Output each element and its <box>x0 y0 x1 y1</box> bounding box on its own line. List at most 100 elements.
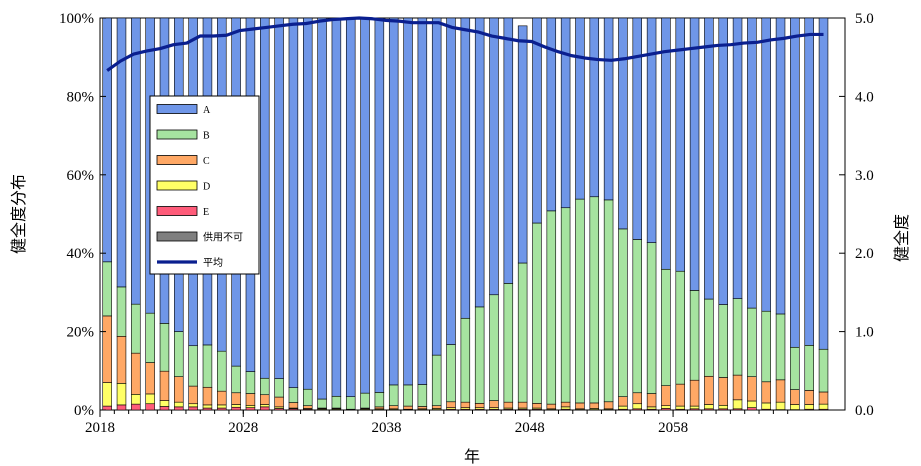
bar-segment-D <box>188 403 198 408</box>
bar-segment-C <box>818 391 829 405</box>
bar-segment-C <box>589 402 600 409</box>
bar-segment-E <box>116 404 127 411</box>
bar-segment-D <box>560 406 571 410</box>
bar-segment-C <box>489 400 499 408</box>
bar-segment-C <box>145 362 155 395</box>
average-line-layer <box>106 16 824 72</box>
legend-label: E <box>203 207 209 218</box>
bar-segment-A <box>503 17 514 284</box>
legend-label: 平均 <box>203 257 223 269</box>
legend-swatch <box>156 129 198 140</box>
bar-segment-B <box>589 196 600 404</box>
bar-segment-B <box>661 268 671 386</box>
bar-segment-D <box>818 403 829 410</box>
bar-segment-A <box>403 17 413 386</box>
bar-segment-C <box>460 401 471 408</box>
bar-segment-C <box>603 401 614 410</box>
bar-segment-A <box>689 17 700 291</box>
bar-segment-D <box>804 404 814 410</box>
bar-segment-C <box>403 405 413 410</box>
bar-segment-A <box>417 17 428 385</box>
bar-segment-B <box>532 222 542 404</box>
bar-segment-E <box>159 406 170 411</box>
bar-segment-A <box>102 17 112 263</box>
bar-segment-A <box>747 17 757 309</box>
y-tick-label: 0% <box>74 403 94 419</box>
bar-segment-D <box>174 401 184 408</box>
bar-segment-C <box>761 381 771 404</box>
bar-segment-C <box>202 386 213 406</box>
bar-segment-C <box>446 401 456 408</box>
bar-segment-D <box>732 399 743 410</box>
bar-segment-B <box>145 312 155 363</box>
legend-label: D <box>203 182 210 193</box>
bar-segment-E <box>260 406 270 411</box>
bar-segment-E <box>102 405 112 411</box>
y-axis-title: 健全度分布 <box>10 174 28 254</box>
bar-segment-C <box>302 405 313 409</box>
bar-segment-A <box>331 17 342 397</box>
bar-segment-A <box>116 17 127 288</box>
bar-segment-A <box>431 17 442 356</box>
bar-segment-A <box>489 17 499 296</box>
bar-segment-C <box>131 352 141 395</box>
bar-segment-B <box>704 298 714 377</box>
average-line <box>106 16 824 72</box>
bar-segment-A <box>618 17 628 230</box>
bar-segment-A <box>260 17 270 379</box>
bar-segment-D <box>661 405 671 409</box>
bar-segment-C <box>274 396 284 408</box>
bar-segment-B <box>632 239 643 394</box>
x-tick-label: 2048 <box>515 420 545 436</box>
bar-segment-D <box>260 404 270 408</box>
bar-segment-C <box>431 405 442 409</box>
bar-segment-C <box>174 376 184 403</box>
bar-segment-B <box>217 350 227 392</box>
bar-segment-B <box>732 298 743 376</box>
bar-segment-B <box>747 307 757 377</box>
y-tick-label: 80% <box>67 89 95 105</box>
legend-label: A <box>203 105 211 116</box>
bar-segment-D <box>102 382 112 407</box>
y-tick-label: 20% <box>67 325 95 341</box>
bar-segment-A <box>517 25 528 264</box>
bar-segment-C <box>288 402 299 409</box>
bar-segment-B <box>804 345 814 391</box>
bar-segment-B <box>302 388 313 406</box>
bar-segment-A <box>302 17 313 390</box>
bar-segment-C <box>217 390 227 406</box>
bar-segment-D <box>761 402 771 410</box>
bar-segment-B <box>345 396 356 410</box>
bar-segment-C <box>560 401 571 408</box>
bar-segment-C <box>388 405 399 410</box>
bar-segment-B <box>102 261 112 317</box>
bar-segment-A <box>790 17 800 348</box>
bar-segment-B <box>818 348 829 393</box>
bar-segment-A <box>718 17 728 305</box>
bar-segment-B <box>431 354 442 406</box>
bar-segment-B <box>489 294 499 401</box>
bar-segment-C <box>260 394 270 405</box>
bar-segment-A <box>460 17 471 319</box>
bar-segment-B <box>775 313 786 381</box>
legend-swatch <box>156 104 198 114</box>
bar-segment-E <box>231 406 241 411</box>
bar-segment-B <box>517 262 528 403</box>
x-tick-label: 2058 <box>658 420 688 436</box>
bar-segment-A <box>131 17 141 305</box>
bar-segment-B <box>260 377 270 396</box>
bar-segment-D <box>159 400 170 407</box>
bar-segment-B <box>274 378 284 398</box>
bar-segment-D <box>704 404 714 410</box>
bar-segment-C <box>675 383 685 407</box>
bar-segment-D <box>145 393 155 405</box>
bar-segment-C <box>790 389 800 405</box>
bar-segment-C <box>546 403 557 410</box>
bar-segment-C <box>417 406 428 410</box>
y-axis-right: 0.0 1.0 2.0 3.0 4.0 5.0 <box>839 11 874 419</box>
legend-label: C <box>203 156 210 167</box>
bar-segment-D <box>689 405 700 410</box>
bar-segment-A <box>804 17 814 346</box>
bar-segment-D <box>775 401 786 410</box>
bar-segment-C <box>732 374 743 401</box>
